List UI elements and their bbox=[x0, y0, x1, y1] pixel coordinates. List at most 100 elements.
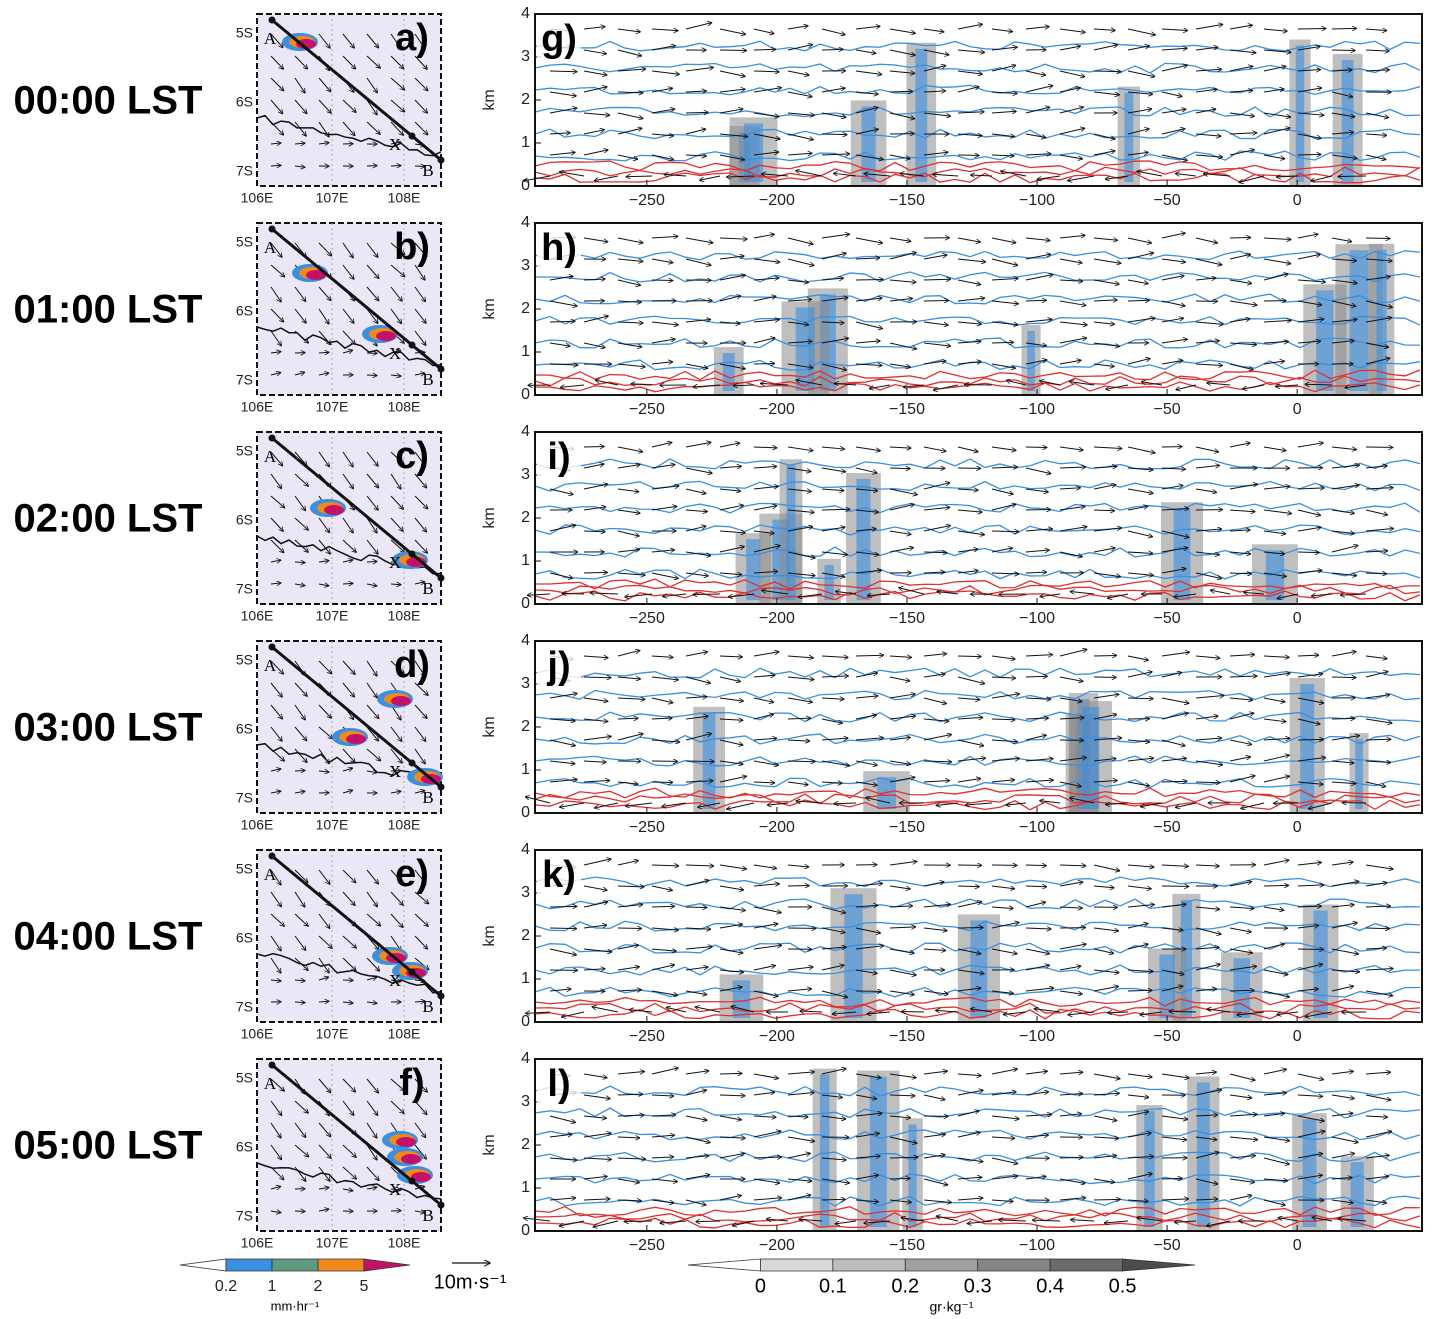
wind-vector bbox=[1204, 174, 1231, 176]
wind-vector bbox=[1093, 238, 1118, 240]
wind-vector bbox=[270, 143, 281, 144]
wind-vector bbox=[923, 483, 950, 490]
wind-vector bbox=[685, 572, 708, 576]
wind-vector bbox=[631, 384, 653, 385]
wind-vector bbox=[1297, 570, 1322, 574]
wind-vector bbox=[549, 906, 577, 907]
x-tick-label: 0 bbox=[1293, 401, 1302, 418]
wind-vector bbox=[787, 258, 814, 265]
wind-vector bbox=[1365, 672, 1388, 678]
wind-vector bbox=[787, 488, 811, 492]
wind-vector bbox=[957, 530, 984, 535]
wind-vector bbox=[1305, 384, 1333, 385]
wind-vector bbox=[1229, 150, 1254, 156]
wind-vector bbox=[957, 258, 986, 262]
contour-line bbox=[534, 172, 1421, 184]
wind-vector bbox=[719, 531, 745, 533]
wind-vector bbox=[549, 928, 577, 929]
wind-vector bbox=[753, 486, 778, 490]
wind-vector bbox=[1025, 154, 1051, 155]
x-tick-label: −150 bbox=[889, 1237, 925, 1254]
rain-area bbox=[324, 505, 344, 515]
contour-line bbox=[534, 578, 1421, 590]
wind-vector bbox=[318, 99, 331, 113]
x-tick-label: −200 bbox=[759, 401, 795, 418]
wind-vector bbox=[1331, 652, 1356, 657]
wind-vector bbox=[1263, 673, 1290, 678]
contour-line bbox=[534, 590, 1421, 602]
wind-vector bbox=[719, 697, 743, 701]
wind-vector bbox=[342, 473, 353, 489]
wind-vector bbox=[1161, 276, 1184, 281]
colorbar-tick-label: 0 bbox=[755, 1275, 766, 1297]
wind-vector bbox=[549, 572, 573, 578]
wind-vector bbox=[549, 364, 578, 365]
wind-vector bbox=[685, 23, 712, 30]
wind-vector bbox=[294, 584, 305, 586]
wind-vector bbox=[1331, 485, 1359, 490]
wind-vector bbox=[414, 99, 427, 113]
x-tick-label: −50 bbox=[1154, 192, 1181, 209]
wind-vector bbox=[1127, 109, 1152, 114]
wind-vector bbox=[821, 134, 847, 135]
y-tick-label: 1 bbox=[521, 343, 530, 360]
rain-area bbox=[346, 734, 366, 744]
wind-vector bbox=[991, 321, 1018, 325]
lat-tick-label: 5S bbox=[236, 234, 253, 250]
wind-vector bbox=[651, 676, 678, 680]
wind-vector bbox=[559, 172, 585, 177]
lon-tick-label: 106E bbox=[241, 1026, 274, 1042]
section-point bbox=[268, 434, 276, 442]
wind-vector bbox=[583, 572, 607, 573]
section-point bbox=[268, 1061, 276, 1069]
wind-vector bbox=[821, 363, 847, 370]
wind-vector bbox=[270, 726, 282, 741]
wind-vector bbox=[821, 572, 845, 577]
wind-vector bbox=[991, 155, 1014, 156]
wind-vector bbox=[1239, 175, 1265, 182]
wind-vector bbox=[855, 696, 878, 698]
wind-vector bbox=[923, 674, 945, 678]
wind-vector bbox=[294, 143, 305, 144]
wind-vector bbox=[1108, 593, 1129, 598]
x-tick-label: −50 bbox=[1154, 1028, 1181, 1045]
wind-vector bbox=[685, 526, 706, 532]
field-layer bbox=[524, 23, 1421, 187]
wind-vector bbox=[753, 531, 774, 533]
wind-vector bbox=[583, 150, 608, 156]
wind-vector bbox=[270, 55, 283, 69]
wind-vector bbox=[651, 109, 675, 114]
wind-vector bbox=[1127, 530, 1152, 537]
wind-vector bbox=[1229, 530, 1250, 531]
wind-vector bbox=[821, 278, 843, 280]
y-tick-label: 1 bbox=[521, 552, 530, 569]
y-tick-label: 4 bbox=[521, 1050, 530, 1067]
wind-vector bbox=[390, 473, 401, 489]
wind-vector bbox=[1263, 446, 1286, 451]
wind-vector bbox=[366, 495, 378, 510]
wind-vector bbox=[1025, 467, 1051, 474]
y-axis-label: km bbox=[481, 716, 498, 737]
wind-vector bbox=[342, 660, 355, 674]
wind-vector bbox=[855, 655, 884, 656]
wind-vector bbox=[583, 507, 606, 511]
wind-vector bbox=[753, 49, 776, 50]
wind-vector bbox=[366, 264, 379, 278]
y-tick-label: 0 bbox=[521, 1013, 530, 1030]
wind-vector bbox=[889, 676, 910, 681]
panel-label: k) bbox=[542, 854, 576, 896]
wind-vector bbox=[414, 495, 428, 509]
wind-vector bbox=[1059, 88, 1080, 93]
cloud-core bbox=[1341, 59, 1354, 182]
wind-vector bbox=[366, 121, 380, 134]
wind-vector bbox=[685, 155, 706, 156]
lon-tick-label: 106E bbox=[241, 608, 274, 624]
wind-vector bbox=[889, 447, 911, 448]
contour-line bbox=[534, 40, 1421, 52]
wind-vector bbox=[753, 258, 780, 262]
wind-vector bbox=[889, 298, 912, 302]
wind-vector bbox=[617, 363, 645, 367]
lat-tick-label: 7S bbox=[236, 999, 253, 1015]
wind-vector bbox=[1025, 237, 1050, 240]
wind-vector bbox=[1006, 380, 1027, 386]
